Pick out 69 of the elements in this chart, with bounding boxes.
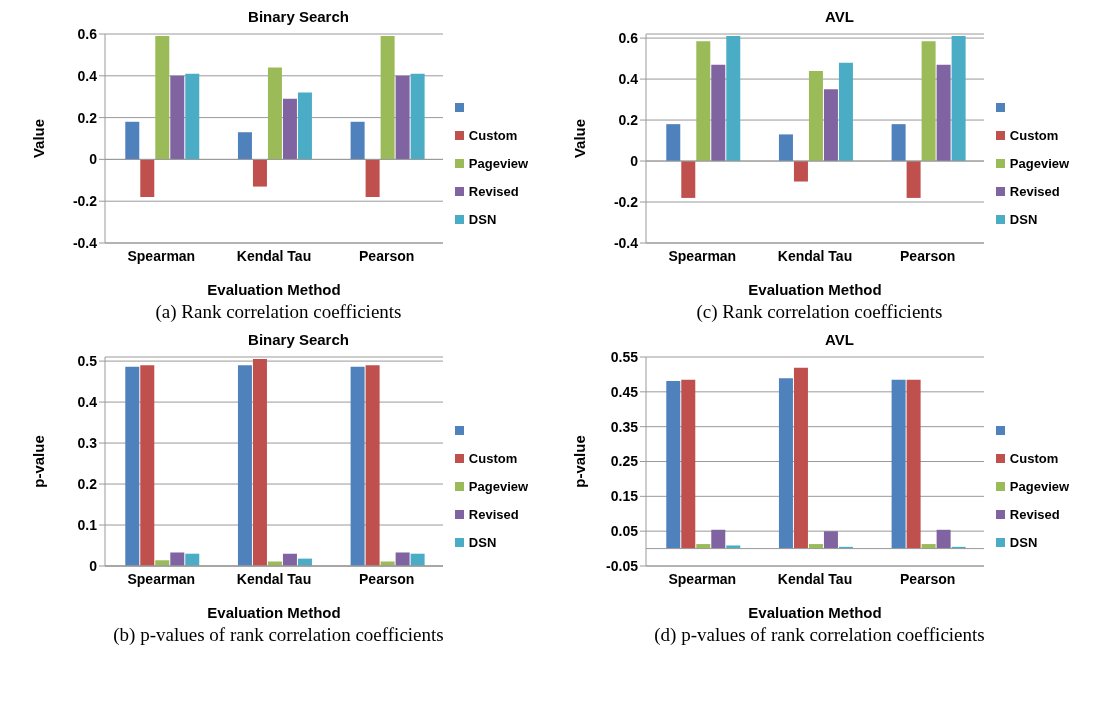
legend-label: Revised xyxy=(468,507,519,522)
y-tick-label: 0.1 xyxy=(77,516,98,533)
y-tick-label: -0.2 xyxy=(72,193,98,210)
x-tick-label: Pearson xyxy=(358,247,415,264)
legend-label: Revised xyxy=(1009,184,1060,199)
x-tick-label: Pearson xyxy=(358,570,415,587)
y-tick-label: 0.35 xyxy=(610,418,639,435)
x-tick-label: Spearman xyxy=(668,247,737,264)
y-tick-label: -0.2 xyxy=(613,193,639,210)
y-tick-label: 0.15 xyxy=(610,488,639,505)
x-axis-title: Evaluation Method xyxy=(207,281,341,298)
text: (b) p-values of rank correlation coefficients xyxy=(113,624,444,647)
y-tick-label: 0.6 xyxy=(618,30,639,47)
y-tick-label: -0.4 xyxy=(613,234,639,251)
legend-label: Pageview xyxy=(468,156,529,171)
legend-label: DSN xyxy=(468,535,497,550)
chart-title: AVL xyxy=(825,331,854,349)
x-tick-label: Spearman xyxy=(127,570,196,587)
y-tick-label: 0.3 xyxy=(77,435,98,452)
legend-label: Custom xyxy=(1009,451,1059,466)
chart-title: Binary Search xyxy=(248,8,349,26)
y-tick-label: 0 xyxy=(630,153,639,170)
y-tick-label: 0 xyxy=(89,557,98,574)
y-tick-label: 0.2 xyxy=(77,476,98,493)
x-tick-label: Kendal Tau xyxy=(777,570,853,587)
y-tick-label: -0.4 xyxy=(72,234,98,251)
y-tick-label: 0 xyxy=(89,151,98,168)
y-axis-title: Value xyxy=(30,118,48,159)
text: (a) Rank correlation coefficients xyxy=(155,301,402,324)
text: (d) p-values of rank correlation coefficients xyxy=(654,624,985,647)
y-tick-label: 0.5 xyxy=(77,353,98,370)
y-axis-title: p-value xyxy=(571,435,589,488)
legend-label: DSN xyxy=(468,212,497,227)
y-tick-label: 0.55 xyxy=(610,348,639,365)
legend-label: Revised xyxy=(1009,507,1060,522)
y-axis-title: p-value xyxy=(30,435,48,488)
legend-label: DSN xyxy=(1009,212,1038,227)
x-tick-label: Pearson xyxy=(899,570,956,587)
x-tick-label: Kendal Tau xyxy=(236,570,312,587)
x-tick-label: Kendal Tau xyxy=(777,247,853,264)
legend-label: Custom xyxy=(468,451,518,466)
chart-title: AVL xyxy=(825,8,854,26)
legend-label: Pageview xyxy=(1009,156,1070,171)
legend-label: Pageview xyxy=(1009,479,1070,494)
x-tick-label: Spearman xyxy=(127,247,196,264)
y-tick-label: -0.05 xyxy=(605,557,639,574)
y-tick-label: 0.2 xyxy=(77,109,98,126)
y-axis-title: Value xyxy=(571,118,589,159)
y-tick-label: 0.05 xyxy=(610,523,639,540)
y-tick-label: 0.6 xyxy=(77,25,98,42)
text: (c) Rank correlation coefficients xyxy=(696,301,943,324)
x-axis-title: Evaluation Method xyxy=(748,281,882,298)
x-axis-title: Evaluation Method xyxy=(748,604,882,621)
legend-label: Pageview xyxy=(468,479,529,494)
legend-label: Custom xyxy=(468,128,518,143)
chart-title: Binary Search xyxy=(248,331,349,349)
legend-label: DSN xyxy=(1009,535,1038,550)
y-tick-label: 0.4 xyxy=(77,67,98,84)
x-tick-label: Spearman xyxy=(668,570,737,587)
legend-label: Revised xyxy=(468,184,519,199)
x-tick-label: Kendal Tau xyxy=(236,247,312,264)
y-tick-label: 0.25 xyxy=(610,453,639,470)
y-tick-label: 0.2 xyxy=(618,112,639,129)
x-tick-label: Pearson xyxy=(899,247,956,264)
legend-label: Custom xyxy=(1009,128,1059,143)
y-tick-label: 0.4 xyxy=(618,71,639,88)
y-tick-label: 0.4 xyxy=(77,394,98,411)
x-axis-title: Evaluation Method xyxy=(207,604,341,621)
y-tick-label: 0.45 xyxy=(610,383,639,400)
